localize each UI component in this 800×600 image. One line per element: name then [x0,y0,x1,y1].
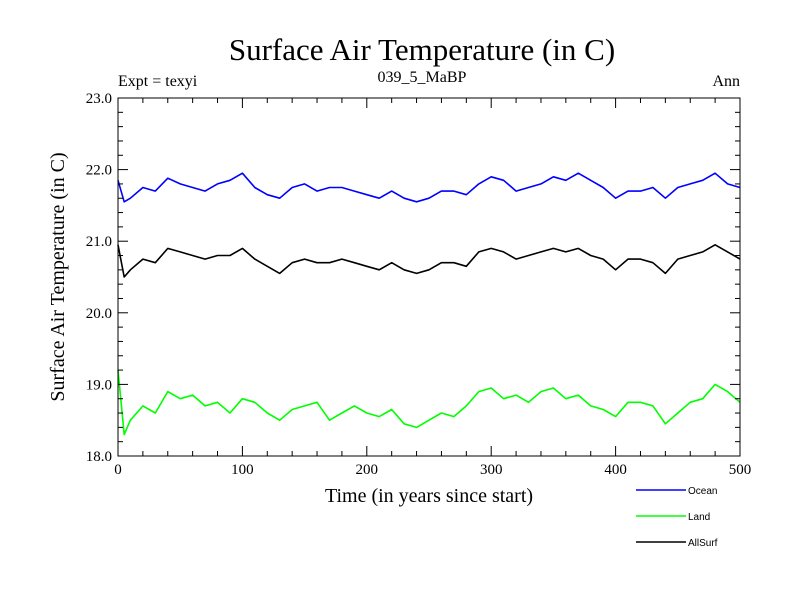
y-tick-label: 23.0 [86,91,112,107]
chart-title: Surface Air Temperature (in C) [229,32,615,67]
plot-frame [117,97,741,457]
x-axis-label: Time (in years since start) [325,485,533,507]
series-line-allsurf [117,244,741,278]
experiment-label: Expt = texyi [118,73,198,90]
legend-label-allsurf: AllSurf [688,538,718,549]
x-tick-label: 500 [729,462,752,478]
y-axis-label: Surface Air Temperature (in C) [47,152,69,401]
y-tick-label: 22.0 [86,163,112,179]
x-tick-label: 200 [356,462,379,478]
x-tick-label: 100 [231,462,254,478]
series-line-ocean [117,172,741,203]
x-tick-label: 0 [114,462,122,478]
axes-layer: 0 100 200 300 400 500 18.0 19.0 20.0 21.0 22.0 23.0 [86,91,752,478]
y-tick-label: 20.0 [86,306,112,322]
y-tick-label: 19.0 [86,377,112,393]
series-line-land [117,370,741,436]
x-tick-label: 400 [604,462,627,478]
legend: Ocean Land AllSurf [636,486,718,549]
series-layer [117,172,741,436]
y-tick-label: 18.0 [86,449,112,465]
y-tick-label: 21.0 [86,234,112,250]
season-label: Ann [712,73,740,90]
legend-label-land: Land [688,512,710,523]
legend-label-ocean: Ocean [688,486,717,497]
x-tick-label: 300 [480,462,503,478]
chart-subtitle: 039_5_MaBP [378,69,467,86]
